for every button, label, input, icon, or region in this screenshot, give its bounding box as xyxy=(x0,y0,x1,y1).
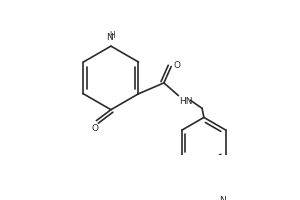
Text: H: H xyxy=(109,31,115,40)
Text: O: O xyxy=(174,61,181,70)
Text: N: N xyxy=(219,196,226,200)
Text: O: O xyxy=(91,124,98,133)
Text: N: N xyxy=(106,33,112,42)
Text: HN: HN xyxy=(179,97,193,106)
